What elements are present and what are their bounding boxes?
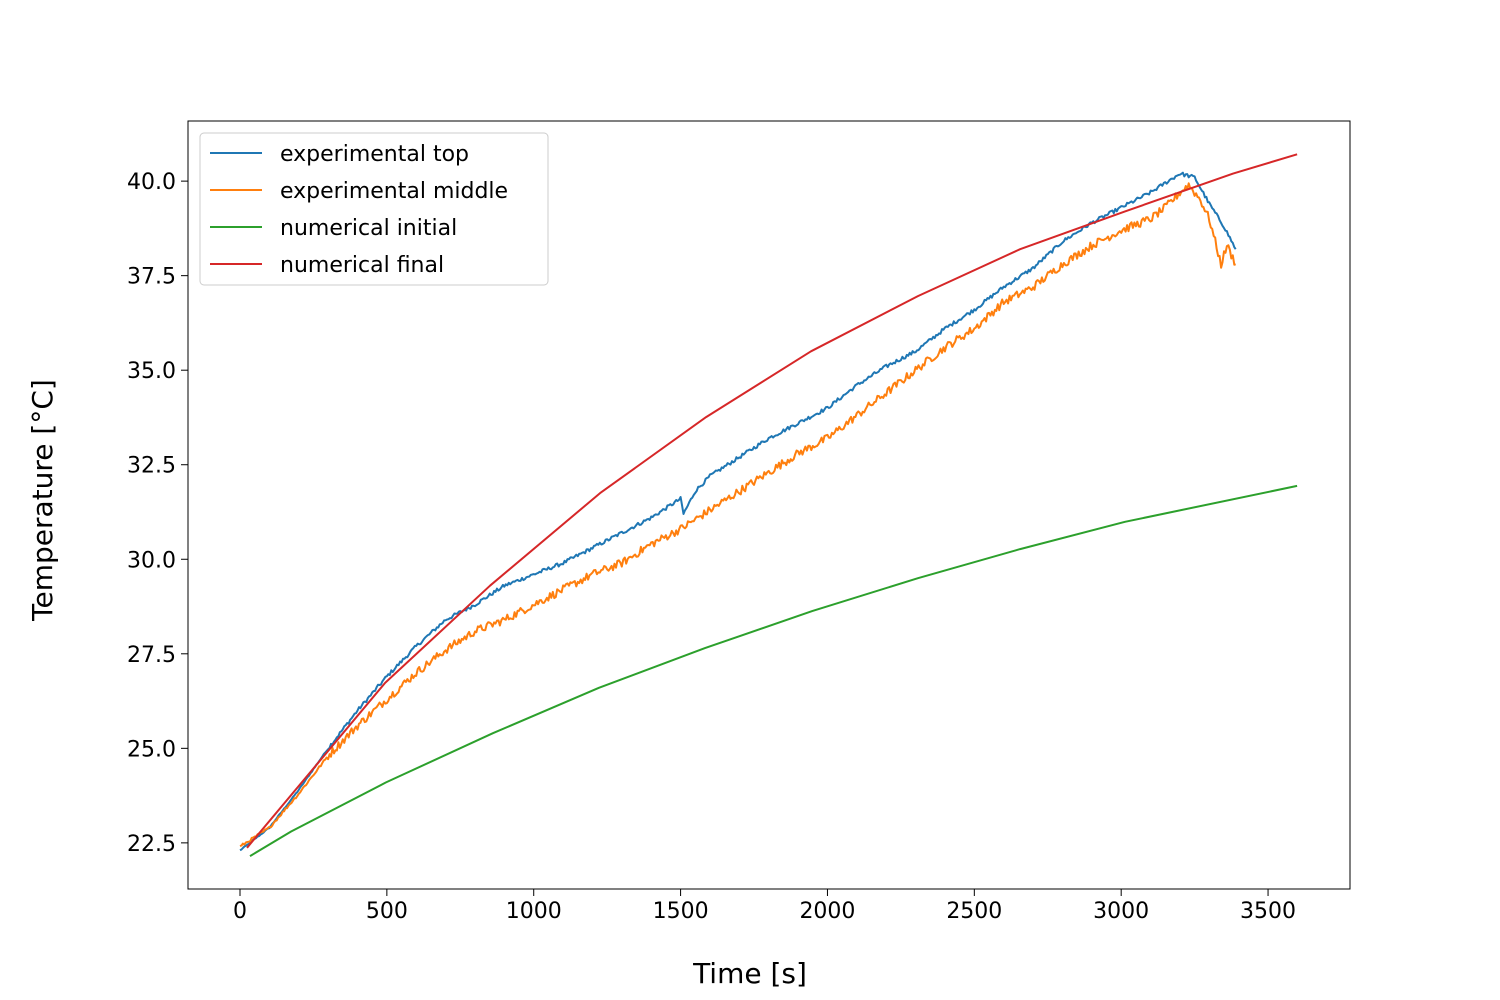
- series-line-experimental-top: [239, 171, 1237, 852]
- y-tick-label: 40.0: [127, 170, 176, 195]
- legend: experimental top experimental middle numer…: [199, 132, 549, 286]
- y-axis: 22.5 25.0 27.5 30.0 32.5 35.0 37.5 40.0: [127, 170, 188, 857]
- x-tick-label: 1000: [506, 899, 562, 924]
- y-tick-label: 35.0: [127, 359, 176, 384]
- y-tick-label: 25.0: [127, 737, 176, 762]
- x-tick-label: 3000: [1093, 899, 1149, 924]
- x-tick-label: 2000: [799, 899, 855, 924]
- legend-label: numerical initial: [280, 216, 457, 241]
- legend-label: experimental top: [280, 142, 469, 167]
- series-line-numerical-final: [246, 153, 1298, 849]
- series-layer: [239, 153, 1298, 857]
- x-tick-label: 500: [366, 899, 408, 924]
- y-tick-label: 27.5: [127, 643, 176, 668]
- x-tick-label: 0: [233, 899, 247, 924]
- x-tick-label: 1500: [653, 899, 709, 924]
- x-tick-label: 3500: [1240, 899, 1296, 924]
- y-tick-label: 30.0: [127, 548, 176, 573]
- series-line-numerical-initial: [249, 484, 1298, 857]
- y-tick-label: 32.5: [127, 454, 176, 479]
- plot-frame: [187, 120, 1351, 890]
- x-axis-label: Time [s]: [692, 957, 807, 990]
- series-line-experimental-middle: [239, 182, 1236, 848]
- y-tick-label: 22.5: [127, 832, 176, 857]
- legend-label: numerical final: [280, 253, 444, 278]
- x-axis: 0 500 1000 1500 2000 2500 3000 3500: [233, 889, 1296, 924]
- x-tick-label: 2500: [946, 899, 1002, 924]
- legend-label: experimental middle: [280, 179, 508, 204]
- y-tick-label: 37.5: [127, 265, 176, 290]
- legend-box: [199, 132, 549, 286]
- y-axis-label: Temperature [°C]: [26, 379, 59, 622]
